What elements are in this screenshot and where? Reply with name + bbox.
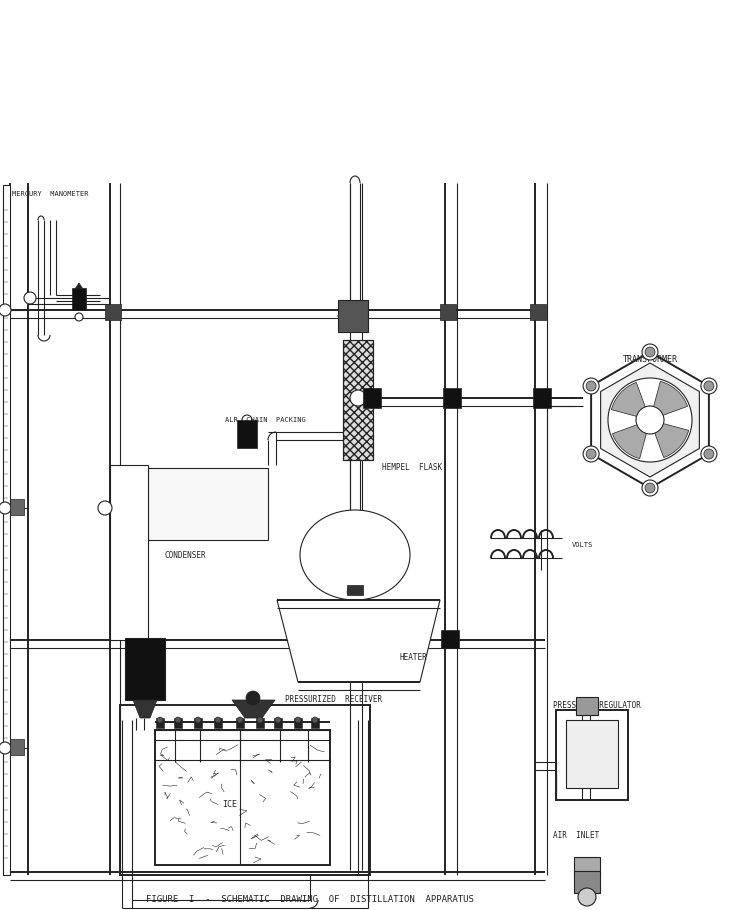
Circle shape (583, 378, 599, 394)
Circle shape (24, 292, 36, 304)
Bar (274, 718, 282, 728)
Bar (311, 718, 319, 728)
Circle shape (704, 449, 714, 459)
Circle shape (257, 717, 263, 723)
Text: FIGURE  I  -  SCHEMATIC  DRAWING  OF  DISTILLATION  APPARATUS: FIGURE I - SCHEMATIC DRAWING OF DISTILLA… (146, 895, 474, 905)
Circle shape (215, 717, 221, 723)
Bar (441, 630, 459, 648)
Circle shape (578, 888, 596, 906)
Circle shape (701, 378, 717, 394)
Polygon shape (133, 700, 157, 718)
Text: ICE: ICE (222, 800, 238, 809)
Circle shape (583, 446, 599, 462)
Polygon shape (655, 424, 689, 458)
Circle shape (347, 589, 353, 595)
Circle shape (704, 381, 714, 391)
Bar (256, 718, 264, 728)
Polygon shape (601, 363, 700, 477)
Bar (574, 857, 600, 875)
Circle shape (350, 390, 366, 406)
Bar (440, 304, 456, 320)
Bar (556, 710, 628, 800)
Text: VOLTS: VOLTS (572, 542, 593, 548)
Circle shape (275, 717, 281, 723)
Text: MERCURY  MANOMETER: MERCURY MANOMETER (12, 191, 89, 197)
Text: HEMPEL  FLASK: HEMPEL FLASK (382, 463, 442, 472)
Bar (345, 304, 361, 320)
Circle shape (175, 717, 181, 723)
Bar (10, 739, 24, 755)
Bar (443, 388, 461, 408)
Bar (110, 465, 148, 640)
Bar (214, 718, 222, 728)
Bar (574, 871, 600, 893)
Polygon shape (654, 381, 688, 415)
Bar (155, 730, 330, 865)
Bar (294, 718, 302, 728)
Circle shape (338, 312, 346, 320)
Bar (3, 185, 10, 875)
Polygon shape (591, 352, 709, 488)
Bar (72, 288, 86, 310)
Circle shape (443, 633, 457, 647)
Circle shape (0, 502, 11, 514)
Circle shape (645, 347, 655, 357)
Circle shape (586, 449, 596, 459)
Circle shape (295, 717, 301, 723)
Text: PRESSURIZED  RECEIVER: PRESSURIZED RECEIVER (285, 695, 382, 704)
Circle shape (195, 717, 201, 723)
Circle shape (0, 742, 11, 754)
Circle shape (237, 717, 243, 723)
Circle shape (356, 589, 362, 595)
Circle shape (701, 446, 717, 462)
Bar (343, 340, 373, 460)
Bar (576, 697, 598, 715)
Bar (125, 638, 165, 700)
Ellipse shape (300, 510, 410, 600)
Polygon shape (232, 700, 275, 718)
Text: CONDENSER: CONDENSER (164, 551, 206, 560)
Bar (530, 304, 546, 320)
Bar (347, 585, 363, 595)
Bar (194, 718, 202, 728)
Circle shape (645, 483, 655, 493)
Circle shape (98, 501, 112, 515)
Bar (105, 304, 121, 320)
Circle shape (246, 691, 260, 705)
Bar (338, 300, 368, 332)
Polygon shape (613, 425, 646, 459)
Bar (236, 718, 244, 728)
Circle shape (608, 378, 692, 462)
Polygon shape (611, 382, 645, 417)
Bar (533, 388, 551, 408)
Polygon shape (277, 600, 440, 682)
Circle shape (642, 344, 658, 360)
Circle shape (242, 415, 252, 425)
Circle shape (75, 313, 83, 321)
Text: AIR  INLET: AIR INLET (553, 831, 599, 840)
Bar (120, 705, 370, 875)
Polygon shape (75, 283, 83, 289)
Bar (343, 340, 373, 460)
Circle shape (445, 391, 459, 405)
Bar (174, 718, 182, 728)
Circle shape (0, 304, 11, 316)
Text: PRESSURE  REGULATOR: PRESSURE REGULATOR (553, 702, 641, 711)
Text: HEATER: HEATER (400, 653, 428, 662)
Text: ALR  CHAIN  PACKING: ALR CHAIN PACKING (225, 417, 306, 423)
Bar (148, 468, 268, 540)
Circle shape (636, 406, 664, 434)
Bar (237, 420, 257, 448)
Bar (363, 388, 381, 408)
Circle shape (360, 312, 368, 320)
Circle shape (312, 717, 318, 723)
Bar (10, 499, 24, 515)
Circle shape (642, 480, 658, 496)
Circle shape (586, 381, 596, 391)
Bar (156, 718, 164, 728)
Circle shape (535, 391, 549, 405)
Bar (566, 720, 618, 788)
Circle shape (157, 717, 163, 723)
Text: TRANSFORMER: TRANSFORMER (622, 356, 677, 365)
